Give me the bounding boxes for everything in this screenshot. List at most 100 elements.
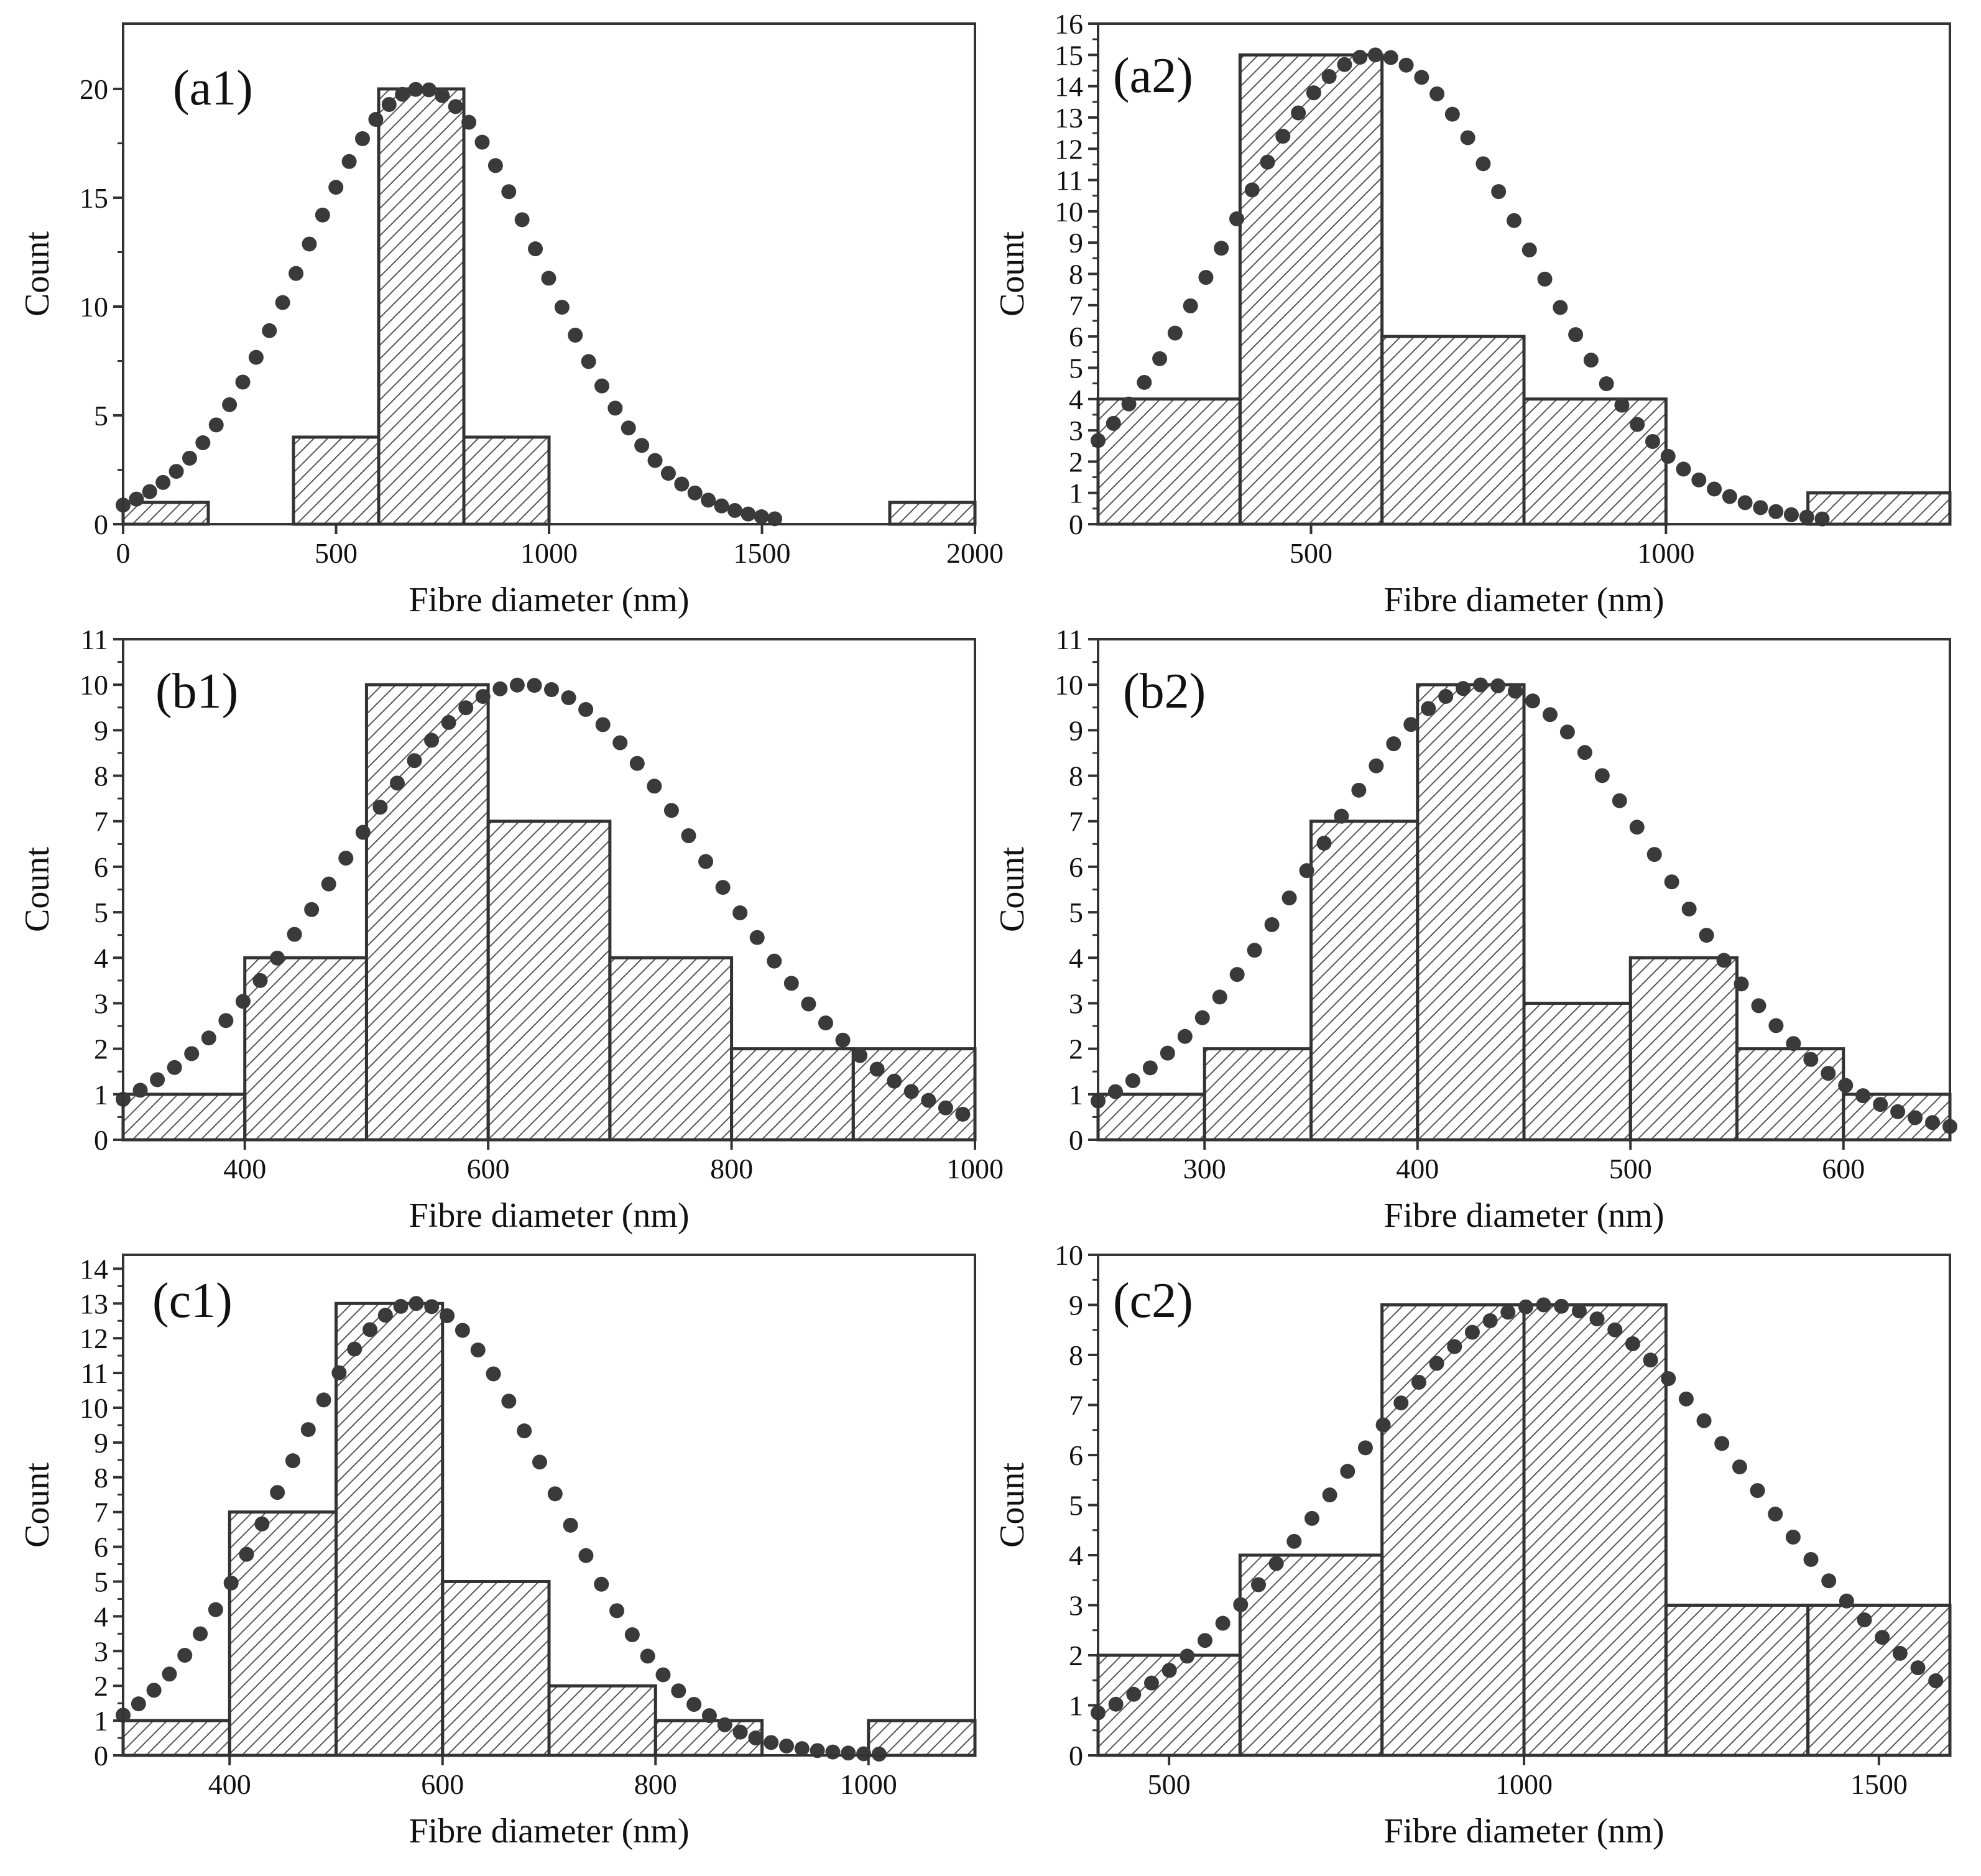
x-tick-label: 800 [710, 1153, 753, 1185]
y-tick-label: 5 [1069, 897, 1083, 928]
fit-curve-point [612, 735, 628, 751]
fit-curve-point [687, 485, 703, 501]
histogram-bar [888, 501, 977, 526]
fit-curve-point [328, 180, 344, 195]
fit-curve-point [501, 1393, 517, 1409]
fit-curve-point [640, 1648, 655, 1664]
y-tick-label: 15 [80, 182, 108, 214]
fit-curve-point [142, 484, 157, 499]
fit-curve-point [208, 417, 224, 433]
fit-curve-point [686, 1697, 702, 1712]
histogram-bar [292, 435, 381, 526]
histogram-bar [1096, 1093, 1206, 1142]
fit-curve-point [222, 397, 238, 412]
panel-label: (b2) [1123, 664, 1206, 719]
y-axis-title: Count [18, 1462, 57, 1548]
fit-curve-point [1212, 989, 1227, 1005]
histogram-bar [462, 435, 551, 526]
fit-curve-point [717, 1717, 732, 1732]
fit-curve-point [1612, 793, 1627, 808]
fit-curve-point [1152, 351, 1168, 366]
fit-curve-point [1716, 953, 1732, 968]
y-tick-label: 2 [94, 1670, 108, 1702]
fit-curve-point [270, 950, 285, 966]
y-tick-label: 3 [94, 1635, 108, 1667]
histogram-bar [1309, 820, 1420, 1142]
y-tick-label: 1 [1069, 478, 1083, 509]
histogram-bar [1664, 1604, 1810, 1757]
y-tick-label: 9 [1069, 714, 1083, 746]
fit-curve-point [1383, 50, 1398, 65]
x-tick-label: 400 [208, 1768, 251, 1800]
histogram-bar [547, 1684, 657, 1757]
fit-curve-point [578, 702, 594, 718]
fit-curve-point [1803, 1051, 1819, 1067]
y-tick-label: 4 [1069, 384, 1083, 415]
fit-curve-point [1768, 504, 1784, 519]
y-tick-label: 5 [94, 897, 108, 928]
y-tick-label: 2 [1069, 446, 1083, 478]
fit-curve-point [331, 1365, 347, 1380]
fit-curve-point [1928, 1673, 1944, 1689]
y-tick-label: 8 [1069, 1339, 1083, 1371]
x-tick-label: 1000 [1495, 1768, 1553, 1800]
fit-curve-point [1444, 106, 1460, 122]
fit-curve-point [1460, 130, 1475, 146]
fit-curve-point [1429, 86, 1445, 101]
fit-curve-point [715, 880, 731, 895]
fit-curve-point [783, 976, 799, 991]
histogram-bar [867, 1719, 977, 1757]
fit-curve-point [1908, 1110, 1923, 1125]
fit-curve-point [903, 1084, 919, 1099]
fit-curve-point [1518, 1299, 1533, 1315]
fit-curve-point [748, 1730, 764, 1746]
fit-curve-point [1233, 1597, 1249, 1612]
histogram-bar [1522, 1001, 1632, 1142]
histogram-bar [1380, 335, 1526, 526]
y-tick-label: 7 [94, 806, 108, 838]
fit-curve-point [698, 854, 714, 869]
y-tick-label: 4 [94, 942, 108, 974]
fit-curve-point [424, 732, 440, 748]
fit-curve-point [470, 1342, 486, 1358]
y-tick-label: 0 [1069, 1124, 1083, 1156]
y-tick-label: 7 [94, 1497, 108, 1528]
fit-curve-point [129, 491, 144, 507]
fit-curve-point [239, 1546, 254, 1562]
histogram-bar [1096, 397, 1242, 526]
fit-curve-point [1707, 481, 1722, 497]
fit-curve-point [389, 775, 405, 791]
fit-curve-point [275, 295, 290, 310]
fit-curve-point [1491, 184, 1507, 200]
fit-curve-point [448, 99, 463, 114]
fit-curve-point [1559, 724, 1575, 740]
fit-curve-point [475, 689, 491, 705]
fit-curve-point [532, 1454, 547, 1470]
y-tick-label: 12 [1055, 133, 1083, 165]
y-tick-label: 9 [1069, 1290, 1083, 1321]
fit-curve-point [1161, 1663, 1177, 1678]
fit-curve-point [1500, 1305, 1516, 1320]
fit-curve-point [458, 700, 474, 716]
y-tick-label: 6 [1069, 851, 1083, 883]
fit-curve-point [1594, 768, 1610, 783]
histogram-bar [364, 683, 490, 1142]
fit-curve-point [1732, 1459, 1747, 1475]
fit-curve-point [1304, 1510, 1319, 1526]
y-tick-label: 7 [1069, 1390, 1083, 1421]
fit-curve-point [1645, 433, 1660, 449]
y-axis-title: Count [18, 231, 57, 317]
fit-curve-point [629, 755, 645, 771]
fit-curve-point [1857, 1612, 1872, 1628]
y-tick-label: 3 [1069, 415, 1083, 446]
fit-curve-point [594, 1576, 609, 1592]
y-tick-label: 10 [1055, 196, 1083, 228]
fit-curve-point [1629, 820, 1645, 835]
fit-curve-point [302, 236, 317, 252]
x-tick-label: 300 [1183, 1153, 1226, 1185]
fit-curve-point [1180, 1648, 1195, 1664]
fit-curve-point [132, 1083, 148, 1098]
fit-curve-point [201, 1030, 216, 1046]
fit-curve-point [1583, 353, 1599, 368]
